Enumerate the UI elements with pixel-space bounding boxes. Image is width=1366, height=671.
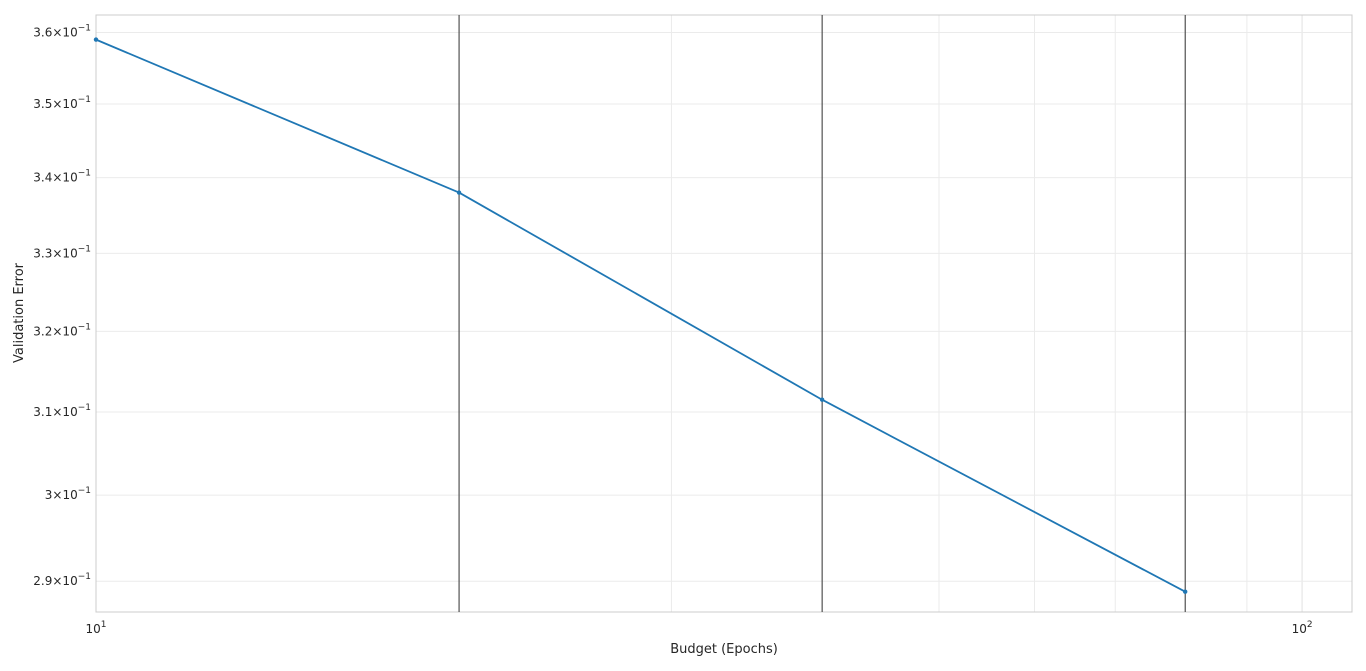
y-tick-label: 3.3×10−1	[33, 244, 91, 260]
data-point	[819, 397, 825, 402]
y-tick-label: 2.9×10−1	[33, 572, 91, 588]
x-axis-label: Budget (Epochs)	[670, 642, 778, 657]
y-tick-label: 3.2×10−1	[33, 322, 91, 338]
grid-lines	[95, 15, 1352, 612]
vertical-markers	[458, 15, 1186, 612]
y-tick-label: 3.5×10−1	[33, 95, 91, 111]
y-tick-label: 3×10−1	[45, 486, 91, 502]
y-tick-label: 3.6×10−1	[33, 24, 91, 40]
x-tick-label: 102	[1292, 620, 1313, 636]
series-line	[95, 38, 1186, 593]
x-tick-labels: 101 102	[85, 620, 1312, 636]
y-axis-label: Validation Error	[12, 262, 27, 363]
y-tick-label: 3.1×10−1	[33, 403, 91, 419]
data-point	[93, 37, 99, 42]
data-point	[1182, 589, 1188, 594]
y-tick-labels: 2.9×10−1 3×10−1 3.1×10−1 3.2×10−1 3.3×10−1 3.…	[33, 24, 91, 589]
data-point	[456, 190, 462, 195]
series-group	[93, 37, 1188, 594]
y-tick-label: 3.4×10−1	[33, 169, 91, 185]
x-tick-label: 101	[85, 620, 106, 636]
plot-area-frame	[95, 14, 1353, 613]
